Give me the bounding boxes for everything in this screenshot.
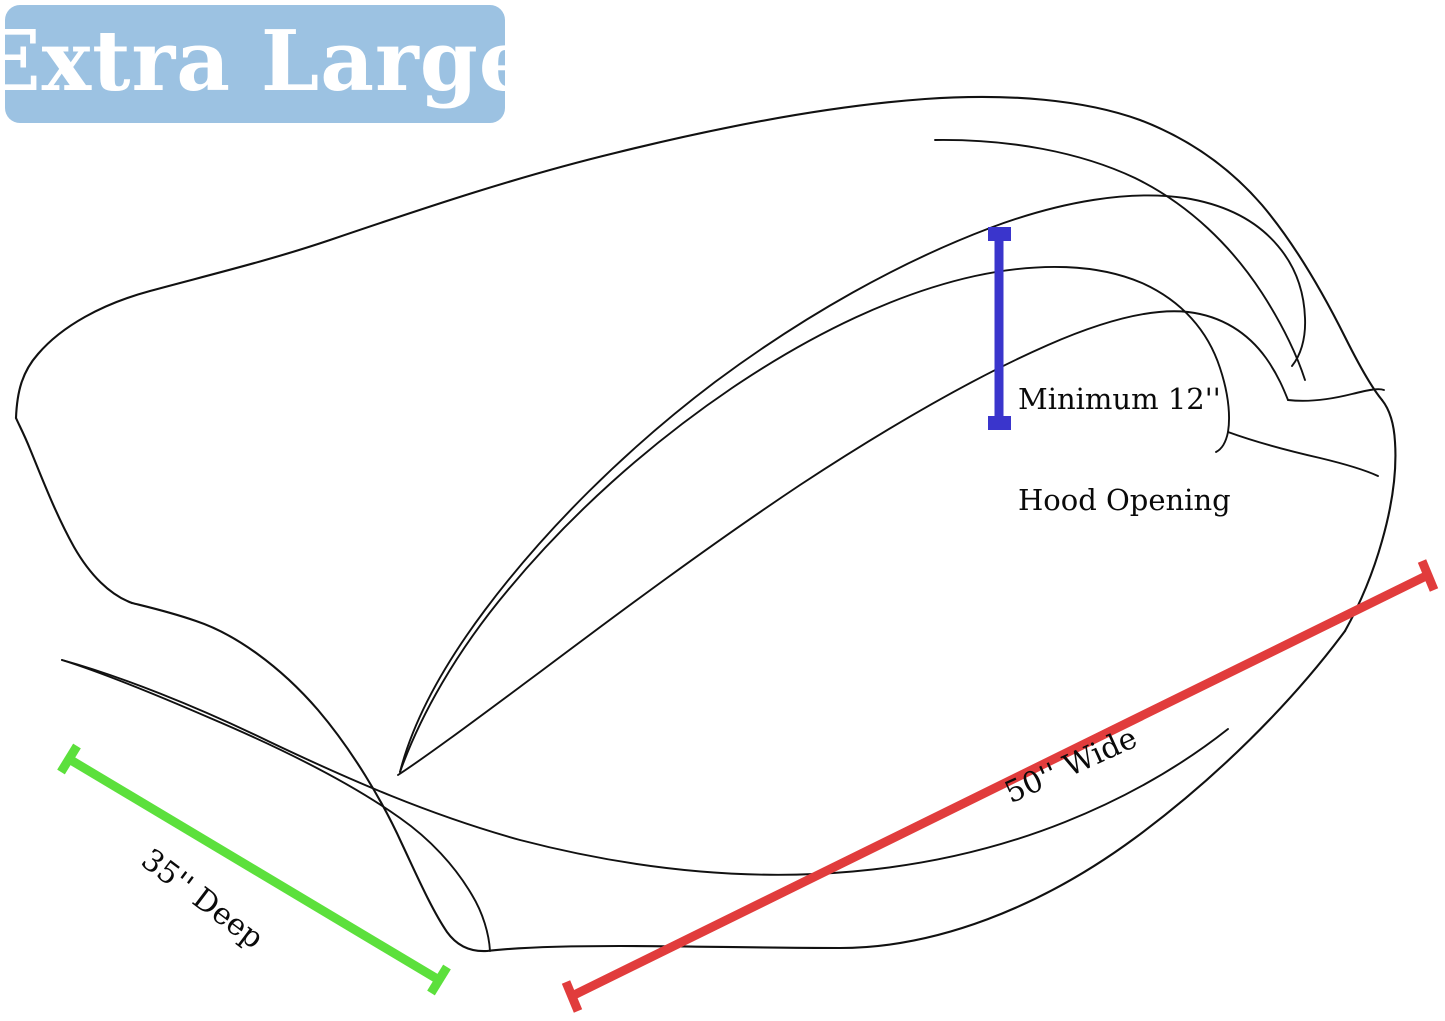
dimension-hood-opening bbox=[988, 227, 1011, 430]
carrier-left-wall bbox=[14, 416, 134, 605]
carrier-bottom-front-corner bbox=[130, 601, 489, 953]
dimension-depth bbox=[57, 743, 451, 996]
size-badge-label: Extra Large bbox=[0, 11, 533, 110]
carrier-front-fold-crease bbox=[61, 659, 491, 952]
hood-opening-label-line1: Minimum 12'' bbox=[1018, 382, 1221, 417]
carrier-front-lower-seam bbox=[61, 659, 1229, 876]
carrier-lid-seam-outer bbox=[399, 194, 1307, 773]
depth-line bbox=[66, 755, 442, 984]
carrier-bottom-right-edge bbox=[485, 629, 1347, 953]
carrier-top-outline bbox=[14, 95, 1384, 420]
width-cap-left bbox=[561, 980, 583, 1013]
carrier-lid-seam-inner bbox=[399, 265, 1230, 773]
carrier-rear-right-wall bbox=[1343, 398, 1397, 633]
carrier-lid-seam-lower bbox=[397, 310, 1289, 776]
depth-cap-top bbox=[57, 743, 81, 775]
size-badge: Extra Large bbox=[0, 5, 532, 123]
hood-opening-cap-bottom bbox=[988, 416, 1011, 430]
depth-cap-bottom bbox=[427, 964, 451, 996]
width-line bbox=[570, 570, 1430, 1001]
width-cap-right bbox=[1417, 559, 1439, 592]
hood-opening-cap-top bbox=[988, 227, 1011, 241]
hood-opening-label: Minimum 12'' Hood Opening bbox=[1018, 316, 1231, 585]
carrier-crown-highlight bbox=[934, 139, 1306, 381]
carrier-rear-underside bbox=[1227, 431, 1379, 477]
carrier-rear-corner-join bbox=[1287, 388, 1385, 402]
hood-opening-label-line2: Hood Opening bbox=[1018, 483, 1231, 518]
dimension-width bbox=[561, 559, 1439, 1013]
